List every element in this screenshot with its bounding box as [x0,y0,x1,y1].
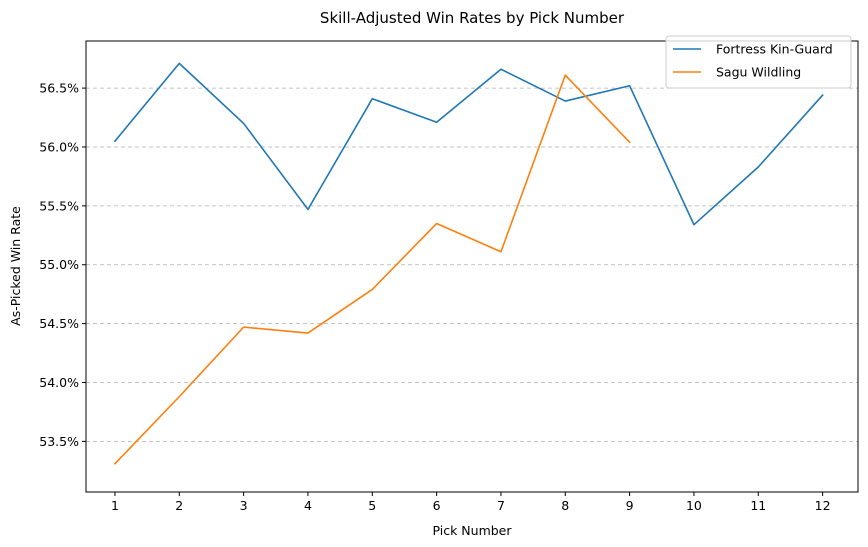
x-tick-label: 2 [175,498,183,513]
legend-box [665,35,852,89]
y-gridlines [86,87,858,442]
x-tick-label: 4 [304,498,312,513]
series-lines [113,62,824,465]
series-line-2 [113,74,631,465]
x-tick-label: 7 [497,498,505,513]
y-tick-label: 53.5% [39,434,79,449]
x-tick-label: 5 [368,498,376,513]
y-tick-label: 56.0% [39,139,79,154]
x-axis-label: Pick Number [432,523,512,538]
y-tick-label: 54.0% [39,375,79,390]
x-axis-ticks: 1 2 3 4 5 6 7 8 9 10 11 12 [111,492,831,513]
y-axis-label: As-Picked Win Rate [8,206,23,326]
x-tick-label: 9 [626,498,634,513]
y-tick-label: 54.5% [39,316,79,331]
x-tick-label: 6 [433,498,441,513]
x-tick-label: 10 [686,498,702,513]
legend-label-1: Fortress Kin-Guard [716,42,833,57]
x-tick-label: 12 [815,498,831,513]
y-tick-label: 55.0% [39,257,79,272]
legend: Fortress Kin-Guard Sagu Wildling [665,35,852,89]
x-tick-label: 11 [750,498,766,513]
chart-title: Skill-Adjusted Win Rates by Pick Number [320,9,625,27]
plot-frame [85,40,859,493]
x-tick-label: 1 [111,498,119,513]
x-tick-label: 3 [240,498,248,513]
y-axis-ticks: 53.5% 54.0% 54.5% 55.0% 55.5% 56.0% 56.5% [39,81,86,449]
y-tick-label: 56.5% [39,81,79,96]
legend-label-2: Sagu Wildling [716,65,801,80]
series-line-1 [113,62,824,226]
x-tick-label: 8 [561,498,569,513]
y-tick-label: 55.5% [39,198,79,213]
